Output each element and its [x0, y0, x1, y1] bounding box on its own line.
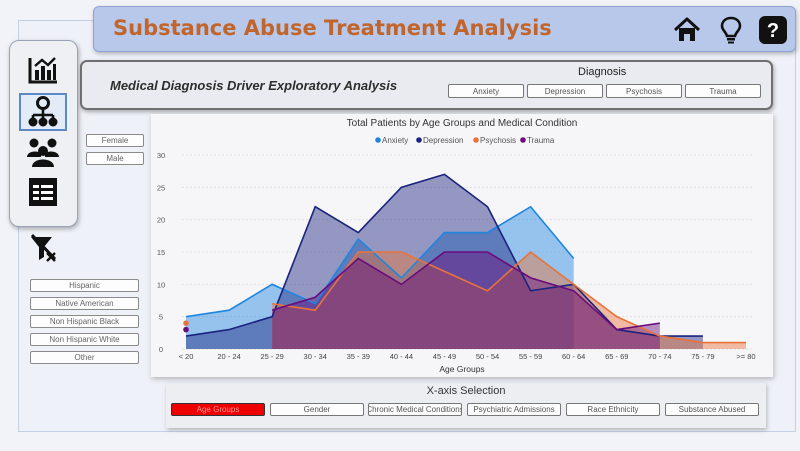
line-anxiety: [185, 205, 575, 318]
x-axis-option-substance-abused[interactable]: Substance Abused: [665, 403, 759, 416]
x-tick-label: 20 - 24: [217, 352, 240, 361]
org-chart-icon[interactable]: [19, 93, 67, 131]
diagnosis-label: Diagnosis: [578, 66, 627, 78]
x-axis-option-age-groups[interactable]: Age Groups: [171, 403, 265, 416]
area-anxiety: [186, 206, 574, 349]
y-tick-label: 25: [157, 183, 165, 192]
x-axis-option-race-ethnicity[interactable]: Race Ethnicity: [566, 403, 660, 416]
chart-title: Total Patients by Age Groups and Medical…: [347, 118, 578, 129]
help-icon[interactable]: ?: [758, 15, 788, 45]
navigation-sidebar: [9, 40, 78, 227]
report-header: Substance Abuse Treatment Analysis ?: [93, 6, 796, 52]
legend-label-anxiety: Anxiety: [382, 136, 408, 145]
data-point-trauma: [183, 326, 189, 333]
legend-label-trauma: Trauma: [527, 136, 555, 145]
x-tick-label: < 20: [179, 352, 194, 361]
legend-marker-trauma: [520, 137, 526, 143]
y-tick-label: 0: [159, 345, 163, 354]
filter-clear-icon[interactable]: [28, 233, 60, 265]
diagnosis-panel: Medical Diagnosis Driver Exploratory Ana…: [80, 60, 773, 110]
x-tick-label: 35 - 39: [347, 352, 370, 361]
area-depression: [186, 174, 703, 349]
x-tick-label: 25 - 29: [260, 352, 283, 361]
bar-chart-icon[interactable]: [19, 51, 67, 89]
lightbulb-icon[interactable]: [716, 15, 746, 45]
x-axis-label: Age Groups: [439, 364, 484, 374]
line-trauma: [271, 251, 660, 331]
x-axis-selection-panel: X-axis Selection Age Groups Gender Chron…: [166, 383, 766, 428]
ethnicity-filter-hispanic[interactable]: Hispanic: [30, 279, 139, 292]
x-tick-label: 65 - 69: [605, 352, 628, 361]
area-chart[interactable]: 0 5 10 15 20 25 30 < 20 20 - 24 25 - 29 30 - 34 35 …: [151, 114, 773, 377]
report-title: Substance Abuse Treatment Analysis: [113, 16, 552, 40]
x-tick-label: 45 - 49: [433, 352, 456, 361]
y-tick-label: 20: [157, 216, 165, 225]
x-axis-option-gender[interactable]: Gender: [270, 403, 364, 416]
ethnicity-filter-native-american[interactable]: Native American: [30, 297, 139, 310]
table-list-icon[interactable]: [19, 173, 67, 211]
legend-label-psychosis: Psychosis: [480, 136, 516, 145]
diagnosis-filter-psychosis[interactable]: Psychosis: [606, 84, 682, 98]
ethnicity-filter-other[interactable]: Other: [30, 351, 139, 364]
y-tick-label: 10: [157, 280, 165, 289]
x-tick-label: 30 - 34: [304, 352, 327, 361]
page-title: Medical Diagnosis Driver Exploratory Ana…: [110, 78, 398, 93]
x-tick-label: 75 - 79: [691, 352, 714, 361]
x-tick-label: >= 80: [736, 352, 755, 361]
legend-label-depression: Depression: [423, 136, 463, 145]
data-point-psychosis: [183, 320, 189, 326]
x-tick-label: 55 - 59: [519, 352, 542, 361]
diagnosis-filter-trauma[interactable]: Trauma: [685, 84, 761, 98]
diagnosis-filter-depression[interactable]: Depression: [527, 84, 603, 98]
gender-filter-male[interactable]: Male: [86, 152, 144, 165]
line-psychosis: [272, 250, 746, 344]
y-tick-label: 30: [157, 151, 165, 160]
ethnicity-filter-non-hispanic-white[interactable]: Non Hispanic White: [30, 333, 139, 346]
x-axis-selection-label: X-axis Selection: [426, 385, 506, 397]
home-icon[interactable]: [672, 15, 702, 45]
x-tick-label: 60 - 64: [562, 352, 585, 361]
x-tick-label: 50 - 54: [476, 352, 499, 361]
x-tick-label: 70 - 74: [648, 352, 671, 361]
svg-text:?: ?: [767, 20, 779, 42]
x-axis-option-psychiatric-admissions[interactable]: Psychiatric Admissions: [467, 403, 561, 416]
legend-marker-depression: [416, 137, 422, 143]
ethnicity-filter-non-hispanic-black[interactable]: Non Hispanic Black: [30, 315, 139, 328]
legend-marker-anxiety: [375, 137, 381, 143]
chart-panel: 0 5 10 15 20 25 30 < 20 20 - 24 25 - 29 30 - 34 35 …: [151, 114, 773, 377]
legend-marker-psychosis: [473, 137, 479, 143]
gender-filter-female[interactable]: Female: [86, 134, 144, 147]
x-axis-option-chronic-medical-conditions[interactable]: Chronic Medical Conditions: [368, 403, 462, 416]
area-psychosis: [272, 252, 746, 349]
y-tick-label: 5: [159, 313, 163, 322]
x-tick-label: 40 - 44: [390, 352, 413, 361]
diagnosis-filter-anxiety[interactable]: Anxiety: [448, 84, 524, 98]
y-tick-label: 15: [157, 248, 165, 257]
people-group-icon[interactable]: [19, 133, 67, 171]
area-trauma: [272, 252, 660, 349]
